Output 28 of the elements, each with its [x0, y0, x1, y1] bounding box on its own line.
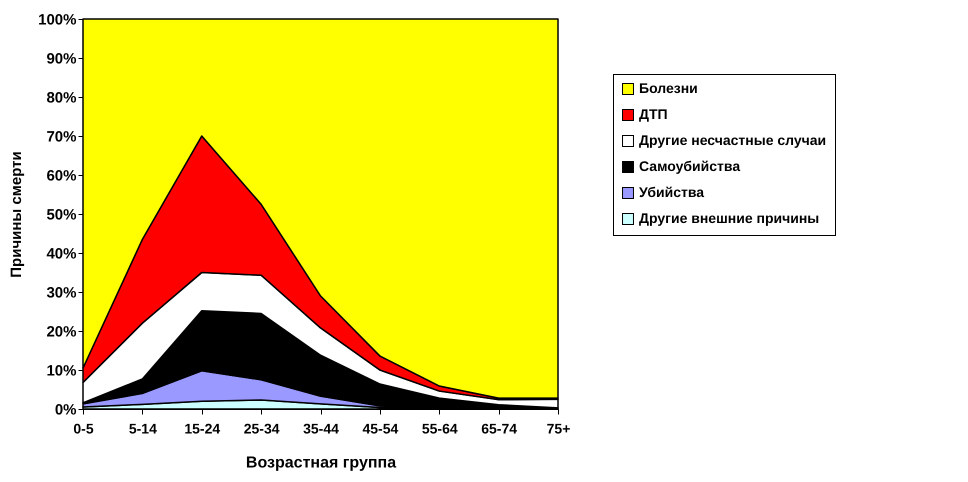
y-tick-label: 80% [46, 90, 76, 106]
y-tick-label: 70% [46, 128, 76, 146]
x-tick-label: 45-54 [362, 420, 398, 436]
y-tick-label: 20% [46, 324, 76, 340]
legend-label: Самоубийства [639, 158, 740, 174]
legend-label: Другие внешние причины [639, 210, 820, 226]
y-tick-label: 10% [46, 362, 76, 380]
x-tick-label: 65-74 [481, 420, 518, 436]
legend-label: ДТП [639, 106, 668, 122]
y-tick-label: 0% [54, 402, 76, 418]
x-tick-label: 15-24 [184, 420, 220, 436]
y-tick-label: 90% [46, 50, 76, 68]
x-tick-label: 5-14 [128, 420, 158, 436]
y-tick-label: 100% [38, 12, 76, 28]
x-tick-label: 75+ [546, 420, 570, 436]
x-axis-title: Возрастная группа [246, 454, 396, 472]
x-tick-label: 0-5 [73, 420, 94, 436]
y-tick-label: 30% [46, 284, 76, 302]
y-tick-label: 50% [46, 206, 76, 224]
y-axis-title: Причины смерти [8, 151, 26, 278]
legend-label: Другие несчастные случаи [639, 132, 826, 148]
legend-label: Убийства [639, 184, 704, 200]
legend-label: Болезни [639, 80, 698, 96]
x-tick-label: 35-44 [303, 420, 340, 436]
x-tick-label: 55-64 [422, 420, 458, 436]
y-tick-label: 40% [46, 246, 76, 262]
y-tick-label: 60% [46, 168, 76, 184]
x-tick-label: 25-34 [244, 420, 280, 436]
